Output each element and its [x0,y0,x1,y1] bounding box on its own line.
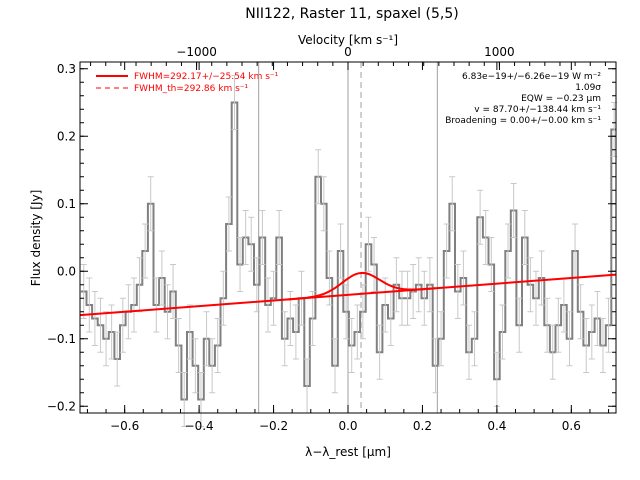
annotation-broadening: Broadening = 0.00+/−0.00 km s⁻¹ [445,116,601,126]
x-tick-label: −0.4 [185,419,214,433]
x-tick-label: 0.2 [413,419,432,433]
annotations: 6.83e−19+/−6.26e−19 W m⁻² 1.09σ EQW = −0… [445,72,601,126]
legend-entry-solid: FWHM=292.17+/−25.54 km s⁻¹ [134,72,279,82]
top-axis-label: Velocity [km s⁻¹] [298,33,398,47]
plot-area: −0.6 −0.4 −0.2 0.0 0.2 0.4 0.6 −0.2 −0.1 0.0 0.1 0.… [47,45,618,433]
data-histogram [80,101,616,401]
legend-entry-dashed: FWHM_th=292.86 km s⁻¹ [134,84,249,94]
annotation-line-flux: 6.83e−19+/−6.26e−19 W m⁻² [462,72,601,82]
y-axis-label: Flux density [Jy] [29,190,43,287]
y-tick-label: 0.0 [57,264,76,278]
y-tick-label: −0.1 [47,332,76,346]
y-tick-label: 0.2 [57,129,76,143]
top-tick-label: −1000 [176,45,217,59]
chart-title: NII122, Raster 11, spaxel (5,5) [245,6,458,22]
annotation-eqw: EQW = −0.23 μm [521,94,601,104]
y-tick-label: 0.1 [57,197,76,211]
x-tick-label: 0.6 [562,419,581,433]
x-axis-label: λ−λ_rest [μm] [305,445,391,459]
x-tick-label: −0.6 [110,419,139,433]
y-tick-label: 0.3 [57,62,76,76]
model-baseline [79,273,617,317]
annotation-significance: 1.09σ [575,83,601,93]
y-tick-label: −0.2 [47,399,76,413]
top-tick-label: 0 [344,45,352,59]
x-tick-label: 0.4 [487,419,506,433]
annotation-velocity: v = 87.70+/−138.44 km s⁻¹ [474,105,601,115]
top-tick-label: 1000 [484,45,515,59]
legend: FWHM=292.17+/−25.54 km s⁻¹ FWHM_th=292.8… [96,72,279,94]
x-tick-label: −0.2 [259,419,288,433]
x-tick-label: 0.0 [338,419,357,433]
model-gaussian [286,271,436,301]
